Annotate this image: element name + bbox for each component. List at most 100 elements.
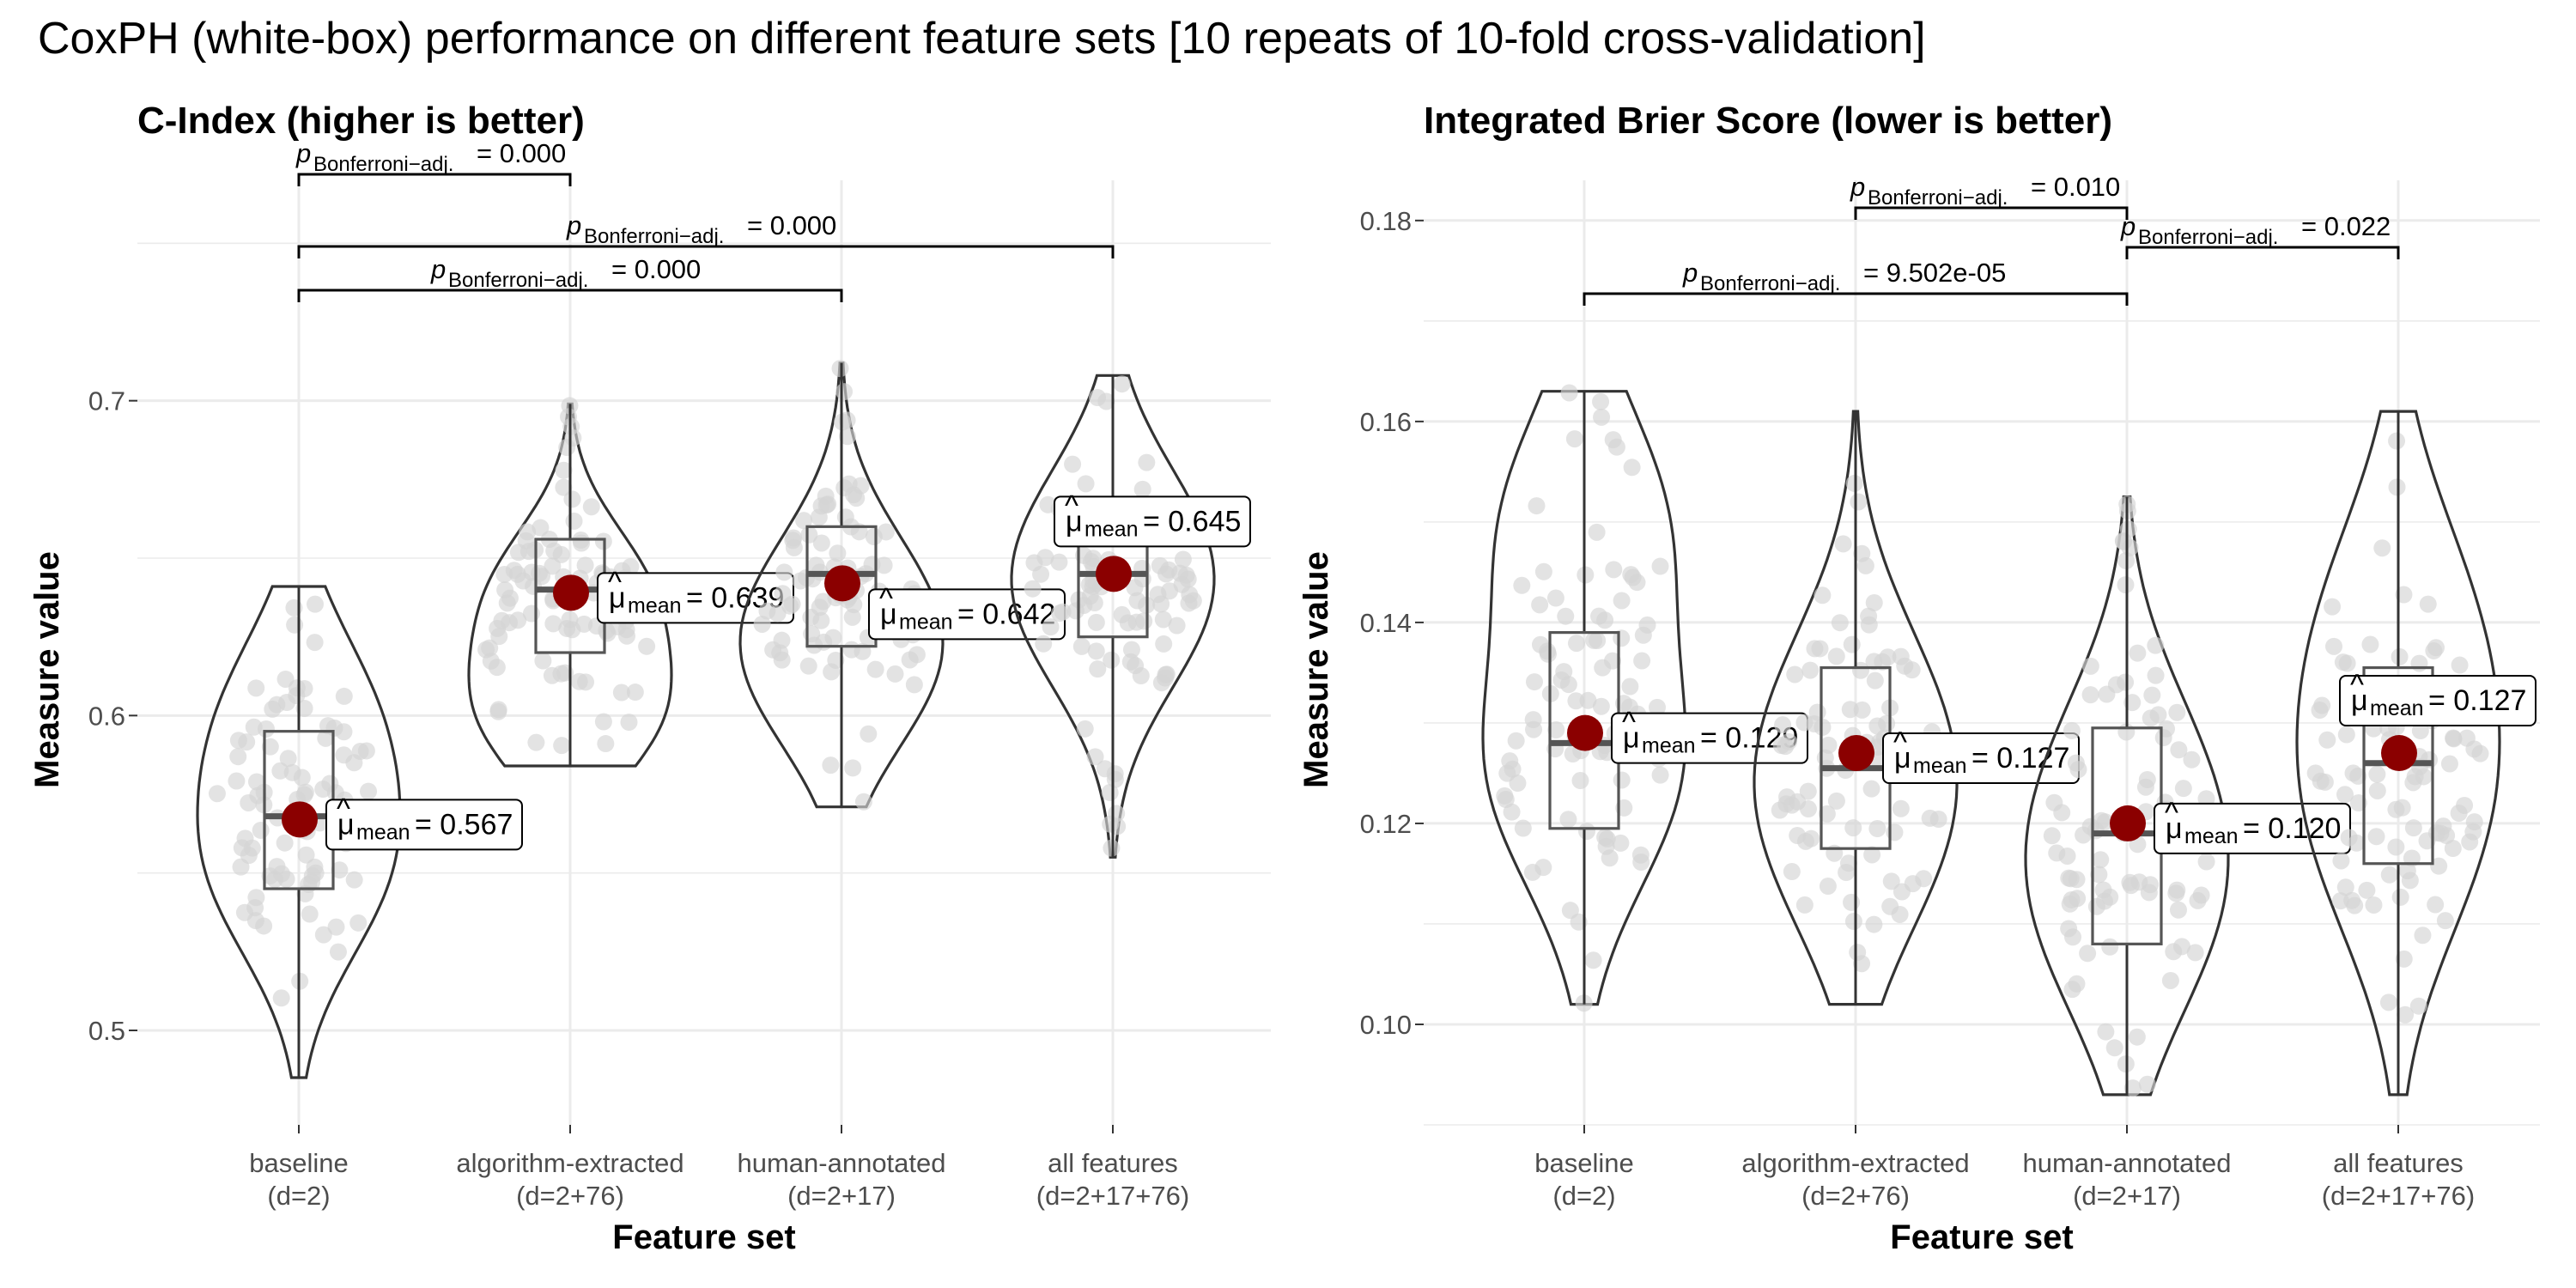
jitter-point (1818, 805, 1836, 823)
x-tick-label: algorithm-extracted (456, 1148, 683, 1178)
jitter-point (1605, 561, 1623, 579)
jitter-point (2117, 576, 2135, 594)
jitter-point (552, 545, 570, 563)
jitter-point (360, 782, 378, 800)
jitter-point (2393, 799, 2411, 817)
jitter-point (2147, 666, 2165, 684)
jitter-point (758, 602, 776, 620)
y-tick-label: 0.14 (1360, 608, 1412, 638)
jitter-point (1882, 872, 1900, 890)
jitter-point (1892, 799, 1910, 817)
jitter-point (573, 534, 591, 552)
jitter-point (2081, 686, 2099, 704)
jitter-point (1571, 772, 1589, 790)
jitter-point (2081, 657, 2099, 675)
jitter-point (840, 475, 858, 493)
mean-symbol: μ (2351, 684, 2368, 717)
jitter-point (1103, 839, 1121, 857)
y-tick-label: 0.16 (1360, 407, 1412, 437)
jitter-point (1077, 475, 1095, 493)
jitter-point (1113, 375, 1131, 393)
jitter-point (1103, 651, 1121, 669)
jitter-point (620, 714, 638, 732)
jitter-point (2409, 997, 2427, 1015)
jitter-point (2340, 829, 2358, 847)
jitter-point (1042, 618, 1060, 636)
jitter-point (836, 508, 854, 526)
jitter-point (2391, 888, 2409, 906)
jitter-point (1904, 875, 1922, 893)
jitter-point (522, 605, 540, 623)
jitter-point (1539, 645, 1557, 663)
jitter-point (1783, 863, 1801, 881)
violin-outline (1481, 390, 1687, 1006)
jitter-point (1827, 792, 1845, 810)
jitter-point (1547, 721, 1565, 739)
jitter-point (564, 428, 582, 447)
violin-outline (196, 585, 402, 1079)
jitter-point (2410, 654, 2428, 672)
y-tick-label: 0.5 (88, 1016, 125, 1046)
jitter-point (327, 918, 345, 936)
jitter-point (314, 926, 332, 944)
jitter-point (228, 772, 246, 790)
jitter-point (795, 512, 813, 530)
jitter-point (345, 871, 363, 889)
jitter-point (2451, 656, 2469, 674)
jitter-point (1612, 834, 1630, 852)
jitter-point (2368, 781, 2386, 799)
jitter-point (842, 641, 860, 659)
jitter-point (321, 775, 339, 793)
p-value: = 0.000 (747, 210, 836, 240)
mean-point (1096, 556, 1132, 592)
jitter-point (489, 702, 507, 720)
x-tick-label: all features (2333, 1148, 2464, 1178)
jitter-point (1513, 576, 1531, 594)
jitter-point (2388, 432, 2406, 450)
jitter-point (2123, 1079, 2142, 1097)
jitter-point (2373, 539, 2391, 557)
jitter-point (2445, 729, 2463, 747)
jitter-point (1155, 635, 1173, 653)
jitter-point (829, 544, 847, 562)
jitter-point (563, 490, 581, 508)
jitter-point (2105, 1039, 2123, 1057)
jitter-point (1838, 863, 1856, 881)
jitter-point (2097, 1023, 2115, 1041)
jitter-point (2440, 755, 2458, 773)
bracket-line (297, 245, 1115, 258)
jitter-point (505, 562, 523, 580)
jitter-point (2368, 765, 2386, 783)
p-value: = 0.000 (611, 254, 701, 284)
mean-point (2110, 805, 2146, 841)
mean-subscript: mean (1084, 517, 1139, 541)
jitter-point (519, 523, 537, 541)
jitter-point (2107, 676, 2125, 694)
jitter-point (1085, 594, 1103, 612)
jitter-point (295, 699, 313, 717)
jitter-point (2318, 731, 2336, 749)
jitter-point (2361, 635, 2379, 653)
jitter-point (2142, 709, 2160, 727)
bracket-line (1583, 292, 2129, 306)
p-symbol: p (2120, 211, 2136, 241)
mean-subscript: mean (2370, 696, 2424, 720)
jitter-point (905, 676, 923, 694)
jitter-point (1589, 631, 1607, 649)
jitter-point (2186, 944, 2204, 962)
mean-value: = 0.127 (2428, 684, 2526, 717)
jitter-point (1050, 553, 1068, 571)
mean-subscript: mean (1913, 754, 1967, 778)
jitter-point (594, 713, 612, 731)
mean-hat: ^ (2165, 797, 2178, 829)
jitter-point (2136, 778, 2154, 796)
mean-point (1567, 714, 1603, 751)
jitter-point (843, 608, 861, 626)
jitter-point (1811, 640, 1829, 658)
jitter-point (1865, 915, 1883, 933)
jitter-point (1565, 430, 1583, 448)
jitter-point (1525, 673, 1543, 691)
p-value: = 0.000 (477, 138, 566, 168)
x-tick-label: baseline (249, 1148, 348, 1178)
